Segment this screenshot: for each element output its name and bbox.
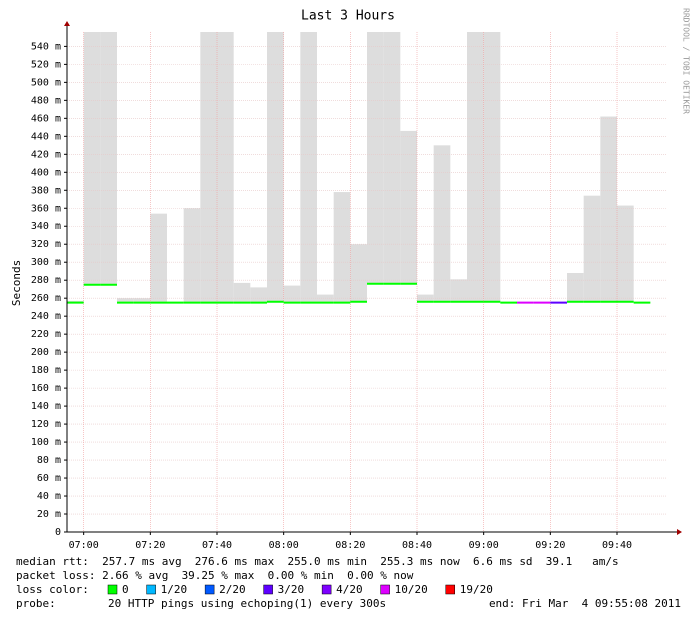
x-tick-label: 07:40 (202, 540, 232, 551)
smoke-bar (283, 285, 301, 303)
legend-swatch (204, 584, 215, 595)
smoke-bar (217, 32, 234, 303)
legend-swatch (380, 584, 390, 595)
x-tick-label: 09:20 (535, 540, 565, 551)
y-tick-label: 520 m (31, 59, 61, 70)
y-tick-label: 380 m (31, 185, 61, 196)
smoke-bar (600, 116, 617, 302)
y-tick-label: 260 m (31, 293, 61, 304)
smoke-bar (333, 192, 351, 303)
smoke-bar (117, 298, 134, 303)
smoke-bar (400, 130, 417, 284)
smoke-bar (83, 32, 101, 285)
smoke-bar (617, 205, 634, 302)
smoke-bar (567, 273, 584, 302)
x-tick-label: 08:40 (402, 540, 432, 551)
y-tick-label: 480 m (31, 95, 61, 106)
smoke-bar (200, 32, 217, 303)
smoke-bar (183, 208, 201, 303)
end-time: end: Fri Mar 4 09:55:08 2011 (489, 597, 681, 610)
x-tick-label: 08:20 (335, 540, 365, 551)
probe-label: probe: (16, 597, 56, 610)
y-tick-label: 540 m (31, 41, 61, 52)
y-tick-label: 120 m (31, 419, 61, 430)
y-tick-label: 20 m (37, 509, 61, 520)
legend-label: 10/20 (395, 583, 428, 596)
x-axis-arrow (677, 529, 682, 535)
smoke-bar (433, 145, 451, 302)
y-tick-label: 400 m (31, 167, 61, 178)
legend-swatch (263, 584, 273, 595)
y-tick-label: 0 (55, 527, 61, 538)
legend-label: 2/20 (219, 583, 246, 596)
smoke-bar (350, 244, 367, 302)
smoke-bar (583, 195, 601, 302)
y-tick-label: 300 m (31, 257, 61, 268)
y-tick-label: 340 m (31, 221, 61, 232)
legend-swatch (107, 584, 118, 595)
smoke-bar (267, 32, 284, 302)
y-tick-label: 420 m (31, 149, 61, 160)
x-tick-label: 07:00 (69, 540, 99, 551)
y-tick-label: 40 m (37, 491, 61, 502)
rtt-stats: median rtt: 257.7 ms avg 276.6 ms max 25… (16, 555, 619, 568)
smoke-bar (233, 282, 251, 303)
x-tick-label: 09:40 (602, 540, 632, 551)
legend-label: 1/20 (161, 583, 188, 596)
y-tick-label: 360 m (31, 203, 61, 214)
x-tick-label: 08:00 (269, 540, 299, 551)
probe: 20 HTTP pings using echoping(1) every 30… (108, 597, 386, 610)
smoke-bar (450, 279, 467, 302)
legend-label: 3/20 (278, 583, 305, 596)
smoke-bar (133, 298, 151, 303)
y-axis-label: Seconds (10, 260, 23, 306)
y-tick-label: 500 m (31, 77, 61, 88)
y-tick-label: 140 m (31, 401, 61, 412)
smoke-bar (483, 32, 501, 302)
y-tick-label: 180 m (31, 365, 61, 376)
legend-swatch (445, 584, 455, 595)
y-tick-label: 60 m (37, 473, 61, 484)
smoke-bar (300, 32, 317, 303)
y-tick-label: 320 m (31, 239, 61, 250)
y-tick-label: 80 m (37, 455, 61, 466)
loss-label: loss color: (16, 583, 89, 596)
legend-label: 19/20 (460, 583, 493, 596)
y-tick-label: 280 m (31, 275, 61, 286)
smoke-bar (250, 287, 267, 303)
smoke-bar (150, 213, 167, 303)
y-tick-label: 160 m (31, 383, 61, 394)
x-tick-label: 07:20 (135, 540, 165, 551)
y-tick-label: 440 m (31, 131, 61, 142)
side-text: RRDTOOL / TOBI OETIKER (682, 8, 691, 114)
legend-swatch (146, 584, 156, 595)
legend-label: 4/20 (336, 583, 363, 596)
y-tick-label: 200 m (31, 347, 61, 358)
smoke-bar (467, 32, 484, 302)
chart-title: Last 3 Hours (301, 9, 395, 24)
smoke-bar (100, 32, 117, 285)
x-tick-label: 09:00 (469, 540, 499, 551)
smoke-bar (317, 294, 334, 303)
y-tick-label: 220 m (31, 329, 61, 340)
y-tick-label: 240 m (31, 311, 61, 322)
legend-swatch (321, 584, 332, 595)
legend-label: 0 (122, 583, 129, 596)
smoke-bar (383, 32, 401, 284)
y-tick-label: 460 m (31, 113, 61, 124)
y-tick-label: 100 m (31, 437, 61, 448)
y-axis-arrow (64, 21, 70, 26)
loss-stats: packet loss: 2.66 % avg 39.25 % max 0.00… (16, 569, 414, 582)
smoke-bar (367, 32, 384, 284)
